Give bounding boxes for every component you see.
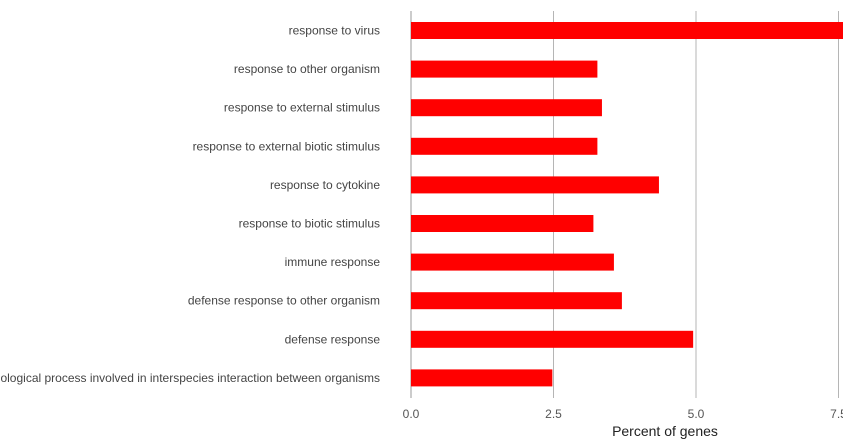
bar	[411, 22, 843, 39]
bar	[411, 253, 614, 271]
category-label: response to other organism	[234, 62, 380, 76]
x-tick-label: 0.0	[403, 407, 420, 421]
category-label: defense response to other organism	[188, 294, 380, 308]
category-label: defense response	[285, 332, 381, 346]
category-label: biological process involved in interspec…	[0, 371, 380, 385]
category-label: response to external stimulus	[224, 101, 380, 115]
category-label: response to external biotic stimulus	[193, 139, 380, 153]
bar	[411, 369, 553, 387]
bar	[411, 99, 602, 117]
x-tick-label: 5.0	[688, 407, 705, 421]
category-label: response to virus	[289, 24, 380, 38]
x-tick-label: 7.5	[830, 407, 843, 421]
bar	[411, 176, 659, 194]
category-label: immune response	[285, 255, 381, 269]
category-label: response to cytokine	[270, 178, 380, 192]
bar	[411, 292, 622, 310]
x-axis-title: Percent of genes	[612, 423, 718, 439]
x-tick-label: 2.5	[545, 407, 562, 421]
bar	[411, 137, 598, 155]
bars	[411, 22, 843, 387]
bar	[411, 60, 598, 78]
bar	[411, 330, 694, 348]
category-labels: response to virus response to other organ…	[0, 24, 380, 385]
x-tick-labels: 0.0 2.5 5.0 7.5	[403, 407, 843, 421]
category-label: response to biotic stimulus	[239, 217, 380, 231]
bar	[411, 215, 594, 232]
